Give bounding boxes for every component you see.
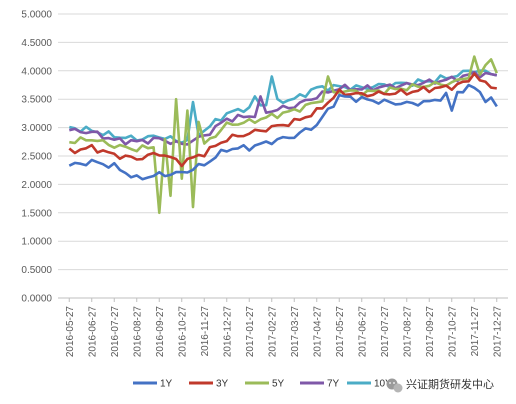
x-tick-label: 2017-03-27 [290,306,301,358]
x-tick-label: 2017-09-27 [425,306,436,358]
y-tick-label: 2.0000 [21,180,52,191]
x-axis: 2016-05-27 2016-06-27 2016-07-27 2016-08-27… [65,298,503,358]
x-tick-label: 2016-07-27 [110,306,121,358]
x-tick-label: 2017-07-27 [380,306,391,358]
y-tick-label: 4.0000 [21,66,52,77]
legend-label-3Y: 3Y [216,379,229,390]
y-tick-label: 5.0000 [21,10,52,21]
y-tick-label: 0.5000 [21,265,52,276]
x-tick-label: 2017-01-27 [245,306,256,358]
legend-label-5Y: 5Y [272,379,285,390]
gridlines [58,13,508,299]
y-tick-label: 3.5000 [21,95,52,106]
y-tick-label: 3.0000 [21,123,52,134]
series-line-7Y [69,70,498,146]
wechat-icon [386,378,403,393]
y-tick-label: 4.5000 [21,38,52,49]
series-line-5Y [69,55,499,215]
legend: 1Y 3Y 5Y 7Y 10Y [133,379,392,390]
x-tick-label: 2016-06-27 [87,306,98,358]
series-line-1Y [68,83,498,181]
legend-label-7Y: 7Y [327,379,340,390]
x-tick-label: 2017-05-27 [335,306,346,358]
y-tick-label: 1.5000 [21,208,52,219]
x-tick-label: 2017-02-27 [267,306,278,358]
x-tick-label: 2017-12-27 [492,306,503,358]
x-tick-label: 2017-04-27 [312,306,323,358]
x-tick-label: 2016-11-27 [200,306,211,357]
series-line-3Y [68,72,497,168]
x-tick-label: 2017-10-27 [447,306,458,358]
y-axis: 0.0000 0.5000 1.0000 1.5000 2.0000 2.5000 3.00… [21,10,52,305]
y-tick-label: 2.5000 [21,152,52,163]
x-tick-label: 2016-05-27 [65,306,76,358]
y-tick-label: 1.0000 [21,237,52,248]
legend-label-10Y: 10Y [374,379,392,390]
watermark: 兴证期货研发中心 [386,377,494,393]
series-lines [68,55,499,215]
y-tick-label: 0.0000 [21,294,52,305]
watermark-text: 兴证期货研发中心 [406,377,494,391]
x-tick-label: 2016-12-27 [222,306,233,358]
x-tick-label: 2017-08-27 [402,306,413,358]
x-tick-label: 2016-09-27 [155,306,166,358]
legend-label-1Y: 1Y [160,379,173,390]
x-tick-label: 2016-10-27 [177,306,188,358]
x-tick-label: 2017-11-27 [470,306,481,357]
x-tick-label: 2017-06-27 [357,306,368,358]
x-tick-label: 2016-08-27 [132,306,143,358]
